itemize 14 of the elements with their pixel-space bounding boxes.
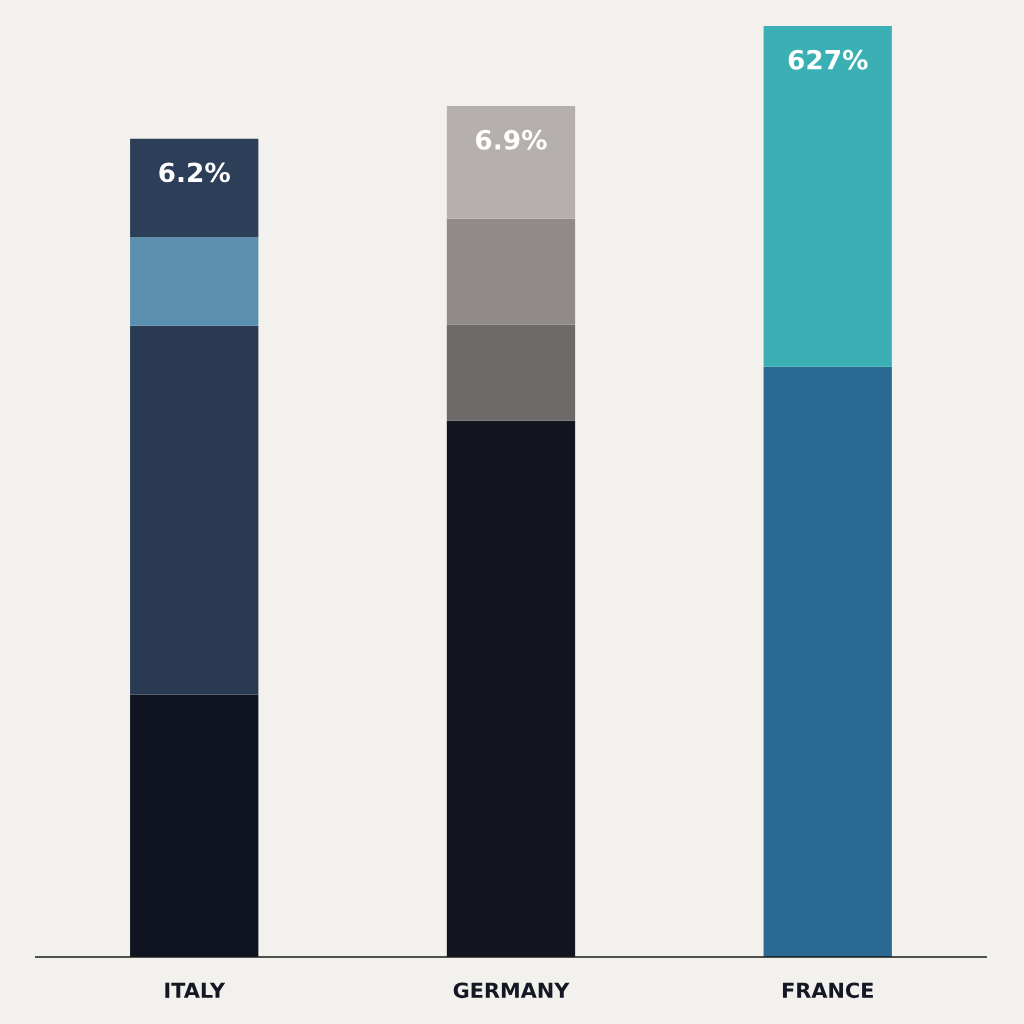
bar [130, 237, 259, 326]
bar [130, 325, 259, 695]
x-tick-label: GERMANY [453, 982, 570, 999]
x-tick-label: FRANCE [782, 982, 873, 999]
bar [446, 106, 576, 219]
bar [763, 26, 892, 367]
bar [446, 218, 576, 325]
bar [763, 366, 892, 958]
bar [130, 138, 259, 238]
annotation: 6.2% [159, 162, 230, 183]
annotation: 627% [788, 49, 868, 70]
x-tick-label: ITALY [165, 982, 226, 998]
annotation: 6.9% [476, 129, 547, 150]
bar [446, 324, 576, 421]
